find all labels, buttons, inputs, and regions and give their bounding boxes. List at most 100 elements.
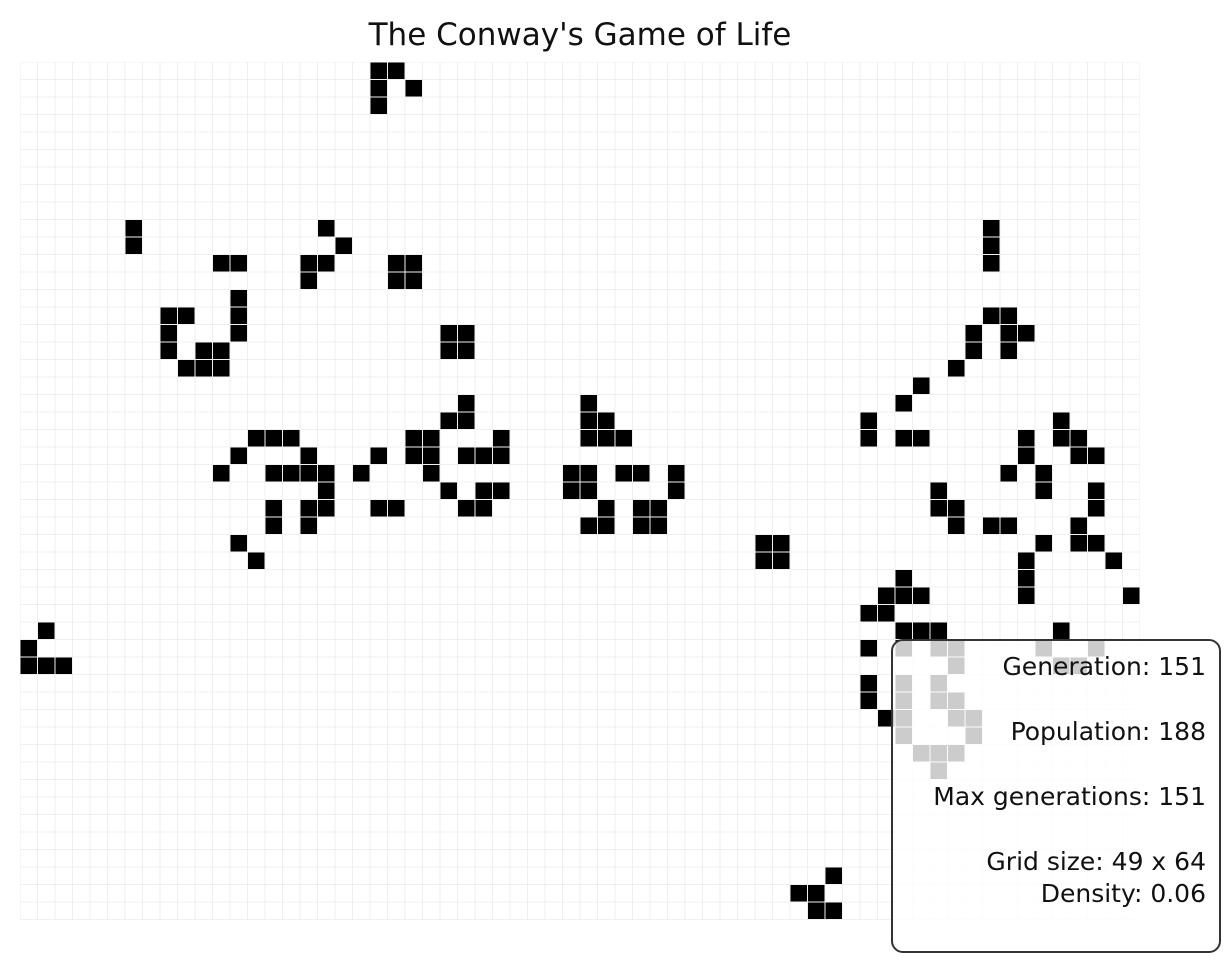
live-cell[interactable] <box>493 447 510 465</box>
live-cell[interactable] <box>790 885 808 902</box>
live-cell[interactable] <box>300 255 318 272</box>
live-cell[interactable] <box>300 465 318 482</box>
live-cell[interactable] <box>598 430 615 447</box>
live-cell[interactable] <box>230 307 248 325</box>
live-cell[interactable] <box>1018 587 1035 605</box>
live-cell[interactable] <box>895 430 913 447</box>
live-cell[interactable] <box>475 482 493 500</box>
live-cell[interactable] <box>913 430 930 447</box>
live-cell[interactable] <box>370 447 388 465</box>
live-cell[interactable] <box>983 237 1000 255</box>
live-cell[interactable] <box>1070 517 1088 535</box>
live-cell[interactable] <box>580 465 598 482</box>
live-cell[interactable] <box>860 640 878 657</box>
live-cell[interactable] <box>755 552 773 570</box>
live-cell[interactable] <box>755 535 773 552</box>
live-cell[interactable] <box>1018 447 1035 465</box>
live-cell[interactable] <box>458 395 475 412</box>
live-cell[interactable] <box>248 430 265 447</box>
live-cell[interactable] <box>125 237 143 255</box>
live-cell[interactable] <box>983 517 1000 535</box>
live-cell[interactable] <box>1000 342 1018 360</box>
live-cell[interactable] <box>633 500 650 517</box>
live-cell[interactable] <box>195 360 213 377</box>
live-cell[interactable] <box>195 342 213 360</box>
live-cell[interactable] <box>878 605 895 622</box>
live-cell[interactable] <box>265 517 283 535</box>
live-cell[interactable] <box>1000 325 1018 342</box>
live-cell[interactable] <box>895 570 913 587</box>
live-cell[interactable] <box>160 342 178 360</box>
live-cell[interactable] <box>283 430 300 447</box>
live-cell[interactable] <box>440 482 458 500</box>
live-cell[interactable] <box>265 500 283 517</box>
live-cell[interactable] <box>440 325 458 342</box>
live-cell[interactable] <box>598 412 615 430</box>
live-cell[interactable] <box>300 517 318 535</box>
live-cell[interactable] <box>370 80 388 97</box>
live-cell[interactable] <box>1088 482 1105 500</box>
live-cell[interactable] <box>580 517 598 535</box>
live-cell[interactable] <box>423 447 440 465</box>
live-cell[interactable] <box>913 377 930 395</box>
live-cell[interactable] <box>1123 587 1140 605</box>
live-cell[interactable] <box>178 307 195 325</box>
live-cell[interactable] <box>983 255 1000 272</box>
live-cell[interactable] <box>405 255 423 272</box>
live-cell[interactable] <box>930 622 948 640</box>
live-cell[interactable] <box>475 500 493 517</box>
live-cell[interactable] <box>353 465 370 482</box>
live-cell[interactable] <box>1018 325 1035 342</box>
live-cell[interactable] <box>1035 535 1053 552</box>
live-cell[interactable] <box>1035 465 1053 482</box>
live-cell[interactable] <box>318 255 335 272</box>
live-cell[interactable] <box>20 657 38 675</box>
live-cell[interactable] <box>423 430 440 447</box>
live-cell[interactable] <box>913 622 930 640</box>
live-cell[interactable] <box>1000 465 1018 482</box>
live-cell[interactable] <box>615 465 633 482</box>
live-cell[interactable] <box>1088 535 1105 552</box>
live-cell[interactable] <box>895 622 913 640</box>
live-cell[interactable] <box>913 587 930 605</box>
live-cell[interactable] <box>580 395 598 412</box>
live-cell[interactable] <box>965 325 983 342</box>
live-cell[interactable] <box>230 290 248 307</box>
live-cell[interactable] <box>965 342 983 360</box>
live-cell[interactable] <box>1070 447 1088 465</box>
live-cell[interactable] <box>213 255 230 272</box>
live-cell[interactable] <box>1070 430 1088 447</box>
live-cell[interactable] <box>318 482 335 500</box>
live-cell[interactable] <box>598 500 615 517</box>
live-cell[interactable] <box>1088 500 1105 517</box>
live-cell[interactable] <box>808 885 825 902</box>
live-cell[interactable] <box>580 412 598 430</box>
live-cell[interactable] <box>493 430 510 447</box>
live-cell[interactable] <box>948 517 965 535</box>
live-cell[interactable] <box>930 500 948 517</box>
live-cell[interactable] <box>475 447 493 465</box>
live-cell[interactable] <box>895 395 913 412</box>
live-cell[interactable] <box>283 465 300 482</box>
live-cell[interactable] <box>213 342 230 360</box>
live-cell[interactable] <box>405 80 423 97</box>
live-cell[interactable] <box>1000 517 1018 535</box>
live-cell[interactable] <box>458 342 475 360</box>
live-cell[interactable] <box>423 465 440 482</box>
live-cell[interactable] <box>860 412 878 430</box>
live-cell[interactable] <box>895 587 913 605</box>
live-cell[interactable] <box>948 500 965 517</box>
live-cell[interactable] <box>1000 307 1018 325</box>
live-cell[interactable] <box>580 482 598 500</box>
live-cell[interactable] <box>405 272 423 290</box>
live-cell[interactable] <box>388 255 405 272</box>
live-cell[interactable] <box>878 710 895 727</box>
live-cell[interactable] <box>1018 570 1035 587</box>
live-cell[interactable] <box>318 500 335 517</box>
live-cell[interactable] <box>213 360 230 377</box>
live-cell[interactable] <box>825 867 843 885</box>
live-cell[interactable] <box>213 465 230 482</box>
live-cell[interactable] <box>388 272 405 290</box>
live-cell[interactable] <box>55 657 73 675</box>
live-cell[interactable] <box>1105 552 1123 570</box>
